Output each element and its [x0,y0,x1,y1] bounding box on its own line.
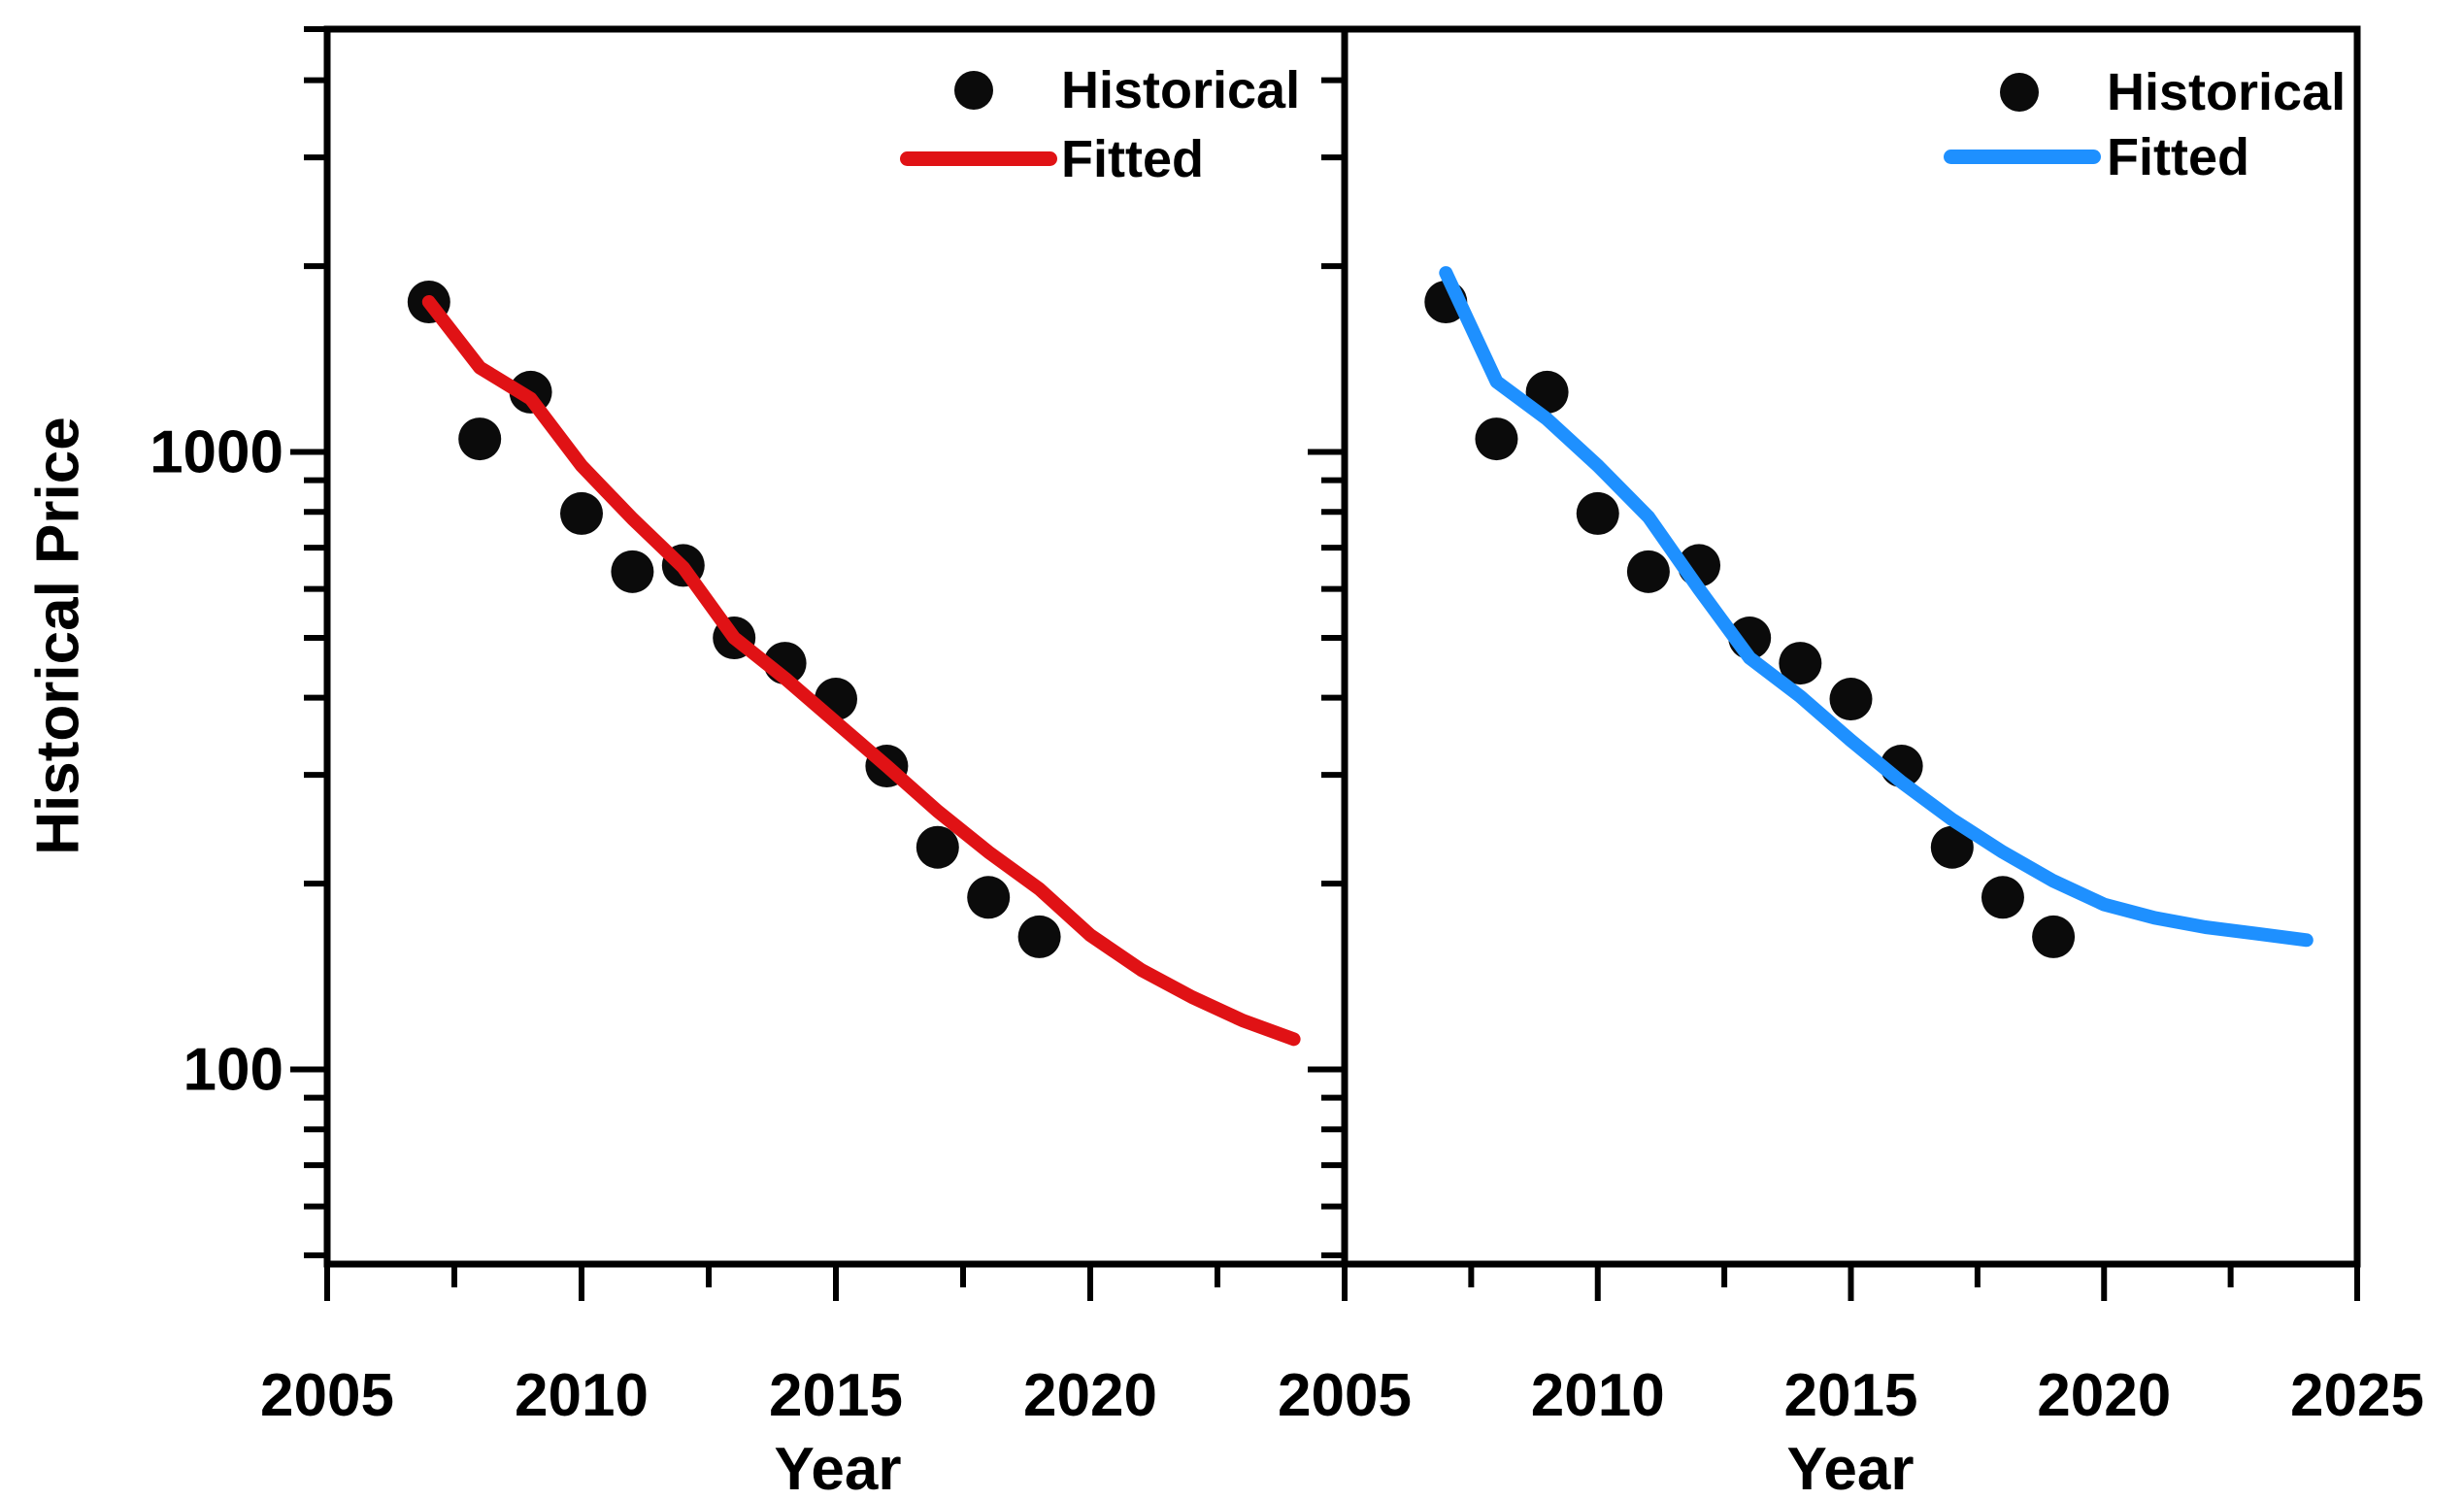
historical-data-point [1626,550,1670,593]
historical-data-point [1576,491,1619,535]
fitted-curve [421,295,1301,1047]
historical-data-point [1779,642,1822,685]
historical-data-point [1475,417,1518,461]
x-tick-label: 2020 [2037,1362,2171,1429]
historical-data-point [2032,915,2076,958]
fitted-curve [1439,266,2314,948]
x-tick-label: 2010 [1531,1362,1665,1429]
x-axis-title-left: Year [774,1436,902,1500]
y-tick-label: 100 [183,1037,283,1104]
x-axis-title-right: Year [1786,1436,1915,1500]
x-tick-label: 2025 [2290,1362,2424,1429]
legend-fitted-line-icon [1944,150,2101,164]
legend-label-fitted-left: Fitted [1061,130,1204,188]
x-tick-label: 2005 [260,1362,394,1429]
y-tick-label: 1000 [150,419,283,486]
x-tick-label: 2020 [1023,1362,1157,1429]
historical-data-point [1829,678,1873,721]
legend-label-fitted-right: Fitted [2107,128,2249,186]
x-tick-label: 2015 [1784,1362,1918,1429]
legend-label-historical-right: Historical [2107,63,2347,121]
x-tick-label: 2005 [1278,1362,1412,1429]
historical-data-point [1017,915,1061,958]
historical-data-point [560,491,603,535]
x-tick-label: 2010 [515,1362,649,1429]
historical-data-point [1930,825,1974,869]
historical-data-point [611,550,654,593]
y-axis-title: Historical Price [24,417,92,855]
historical-data-point [916,825,959,869]
historical-data-point [1981,876,2024,919]
legend-historical-dot-icon [954,71,993,110]
legend-historical-dot-icon [2000,73,2039,112]
x-tick-label: 2015 [769,1362,903,1429]
historical-data-point [967,876,1011,919]
historical-data-point [458,417,502,461]
legend-label-historical-left: Historical [1061,61,1301,119]
legend-fitted-line-icon [900,151,1057,166]
